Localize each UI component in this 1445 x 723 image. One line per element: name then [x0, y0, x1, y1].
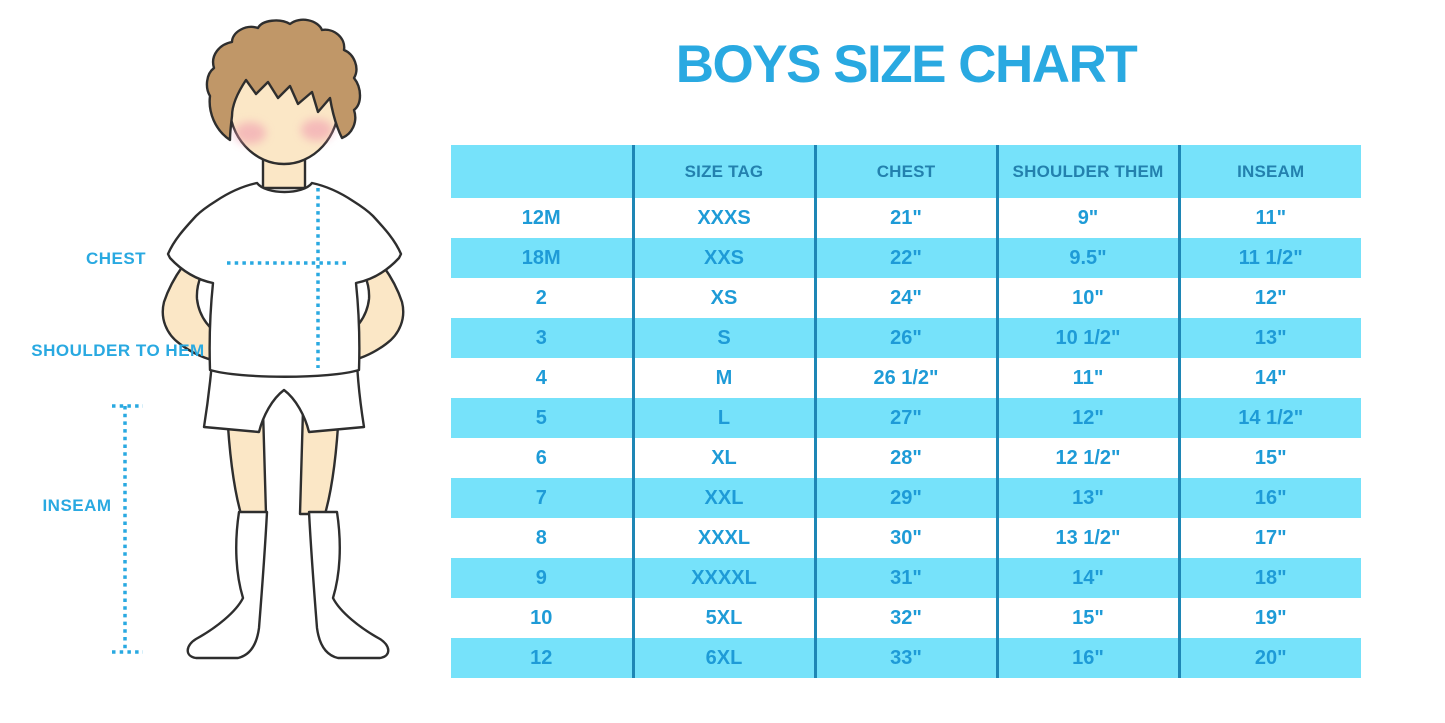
- column-header-inseam: INSEAM: [1177, 145, 1361, 198]
- table-cell-shoulder: 9": [995, 198, 1179, 238]
- table-cell-chest: 27": [813, 398, 997, 438]
- table-cell-tag: XXXXL: [631, 558, 815, 598]
- boy-right-leg: [298, 408, 341, 516]
- table-cell-inseam: 20": [1177, 638, 1361, 678]
- boy-blush-left: [234, 122, 266, 144]
- table-cell-chest: 24": [813, 278, 997, 318]
- table-cell-size: 12: [451, 638, 633, 678]
- table-cell-inseam: 15": [1177, 438, 1361, 478]
- table-cell-inseam: 18": [1177, 558, 1361, 598]
- table-row: 4 M 26 1/2" 11" 14": [451, 358, 1361, 398]
- table-row: 3 S 26" 10 1/2" 13": [451, 318, 1361, 358]
- column-header-size: [451, 145, 633, 198]
- table-row: 9 XXXXL 31" 14" 18": [451, 558, 1361, 598]
- table-cell-chest: 33": [813, 638, 997, 678]
- table-cell-shoulder: 12": [995, 398, 1179, 438]
- table-row: 12M XXXS 21" 9" 11": [451, 198, 1361, 238]
- table-cell-inseam: 19": [1177, 598, 1361, 638]
- table-cell-shoulder: 10 1/2": [995, 318, 1179, 358]
- table-cell-shoulder: 12 1/2": [995, 438, 1179, 478]
- inseam-label: INSEAM: [42, 496, 112, 515]
- table-cell-chest: 28": [813, 438, 997, 478]
- table-cell-tag: 6XL: [631, 638, 815, 678]
- table-cell-chest: 26 1/2": [813, 358, 997, 398]
- boy-hair: [205, 18, 362, 142]
- table-cell-tag: XXXL: [631, 518, 815, 558]
- table-cell-tag: S: [631, 318, 815, 358]
- table-cell-tag: 5XL: [631, 598, 815, 638]
- column-header-chest: CHEST: [813, 145, 997, 198]
- table-cell-shoulder: 14": [995, 558, 1179, 598]
- table-cell-inseam: 14": [1177, 358, 1361, 398]
- table-row: 5 L 27" 12" 14 1/2": [451, 398, 1361, 438]
- table-cell-size: 3: [451, 318, 633, 358]
- table-row: 12 6XL 33" 16" 20": [451, 638, 1361, 678]
- table-cell-inseam: 12": [1177, 278, 1361, 318]
- table-cell-shoulder: 10": [995, 278, 1179, 318]
- boy-right-sock: [307, 510, 390, 660]
- table-row: 7 XXL 29" 13" 16": [451, 478, 1361, 518]
- page-title: BOYS SIZE CHART: [675, 35, 1138, 94]
- table-cell-chest: 32": [813, 598, 997, 638]
- table-cell-tag: XXS: [631, 238, 815, 278]
- table-cell-chest: 31": [813, 558, 997, 598]
- table-cell-inseam: 11": [1177, 198, 1361, 238]
- table-cell-size: 12M: [521, 206, 561, 229]
- table-row: 6 XL 28" 12 1/2" 15": [451, 438, 1361, 478]
- table-cell-tag: XXL: [631, 478, 815, 518]
- boy-blush-right: [301, 119, 333, 141]
- table-cell-inseam: 13": [1177, 318, 1361, 358]
- table-cell-inseam: 11 1/2": [1177, 238, 1361, 278]
- table-cell-shoulder: 16": [995, 638, 1179, 678]
- table-cell-tag: XXXS: [631, 198, 815, 238]
- table-row: 8 XXXL 30" 13 1/2" 17": [451, 518, 1361, 558]
- table-cell-size: 2: [535, 286, 547, 309]
- table-cell-tag: L: [631, 398, 815, 438]
- table-cell-size: 6: [535, 446, 547, 469]
- table-cell-inseam: 16": [1177, 478, 1361, 518]
- table-cell-inseam: 17": [1177, 518, 1361, 558]
- table-cell-chest: 22": [813, 238, 997, 278]
- table-cell-tag: M: [631, 358, 815, 398]
- size-table-header-row: SIZE TAG CHEST SHOULDER THEM INSEAM: [451, 145, 1361, 198]
- table-cell-shoulder: 13 1/2": [995, 518, 1179, 558]
- table-row: 2 XS 24" 10" 12": [451, 278, 1361, 318]
- boy-figure-illustration: CHEST SHOULDER TO HEM INSEAM: [0, 0, 450, 723]
- table-cell-chest: 21": [813, 198, 997, 238]
- table-cell-size: 10: [530, 606, 553, 629]
- boy-left-sock: [186, 510, 269, 660]
- table-cell-inseam: 14 1/2": [1177, 398, 1361, 438]
- column-header-tag: SIZE TAG: [631, 145, 815, 198]
- table-cell-shoulder: 9.5": [995, 238, 1179, 278]
- table-cell-size: 9: [451, 558, 633, 598]
- table-cell-chest: 26": [813, 318, 997, 358]
- table-cell-size: 7: [451, 478, 633, 518]
- size-table: SIZE TAG CHEST SHOULDER THEM INSEAM 12M XXXS…: [451, 145, 1361, 678]
- boy-shorts: [202, 360, 366, 434]
- chest-label: CHEST: [85, 249, 147, 268]
- table-cell-chest: 29": [813, 478, 997, 518]
- table-cell-size: 5: [451, 398, 633, 438]
- table-cell-tag: XL: [631, 438, 815, 478]
- table-row: 18M XXS 22" 9.5" 11 1/2": [451, 238, 1361, 278]
- boy-figure-svg: [112, 18, 405, 660]
- table-cell-shoulder: 15": [995, 598, 1179, 638]
- table-row: 10 5XL 32" 15" 19": [451, 598, 1361, 638]
- size-table-body: 12M XXXS 21" 9" 11" 18M XXS 22" 9.5" 11 1/2" 2 XS 24…: [451, 198, 1361, 678]
- table-cell-size: 8: [535, 526, 547, 549]
- table-cell-size: 18M: [451, 238, 633, 278]
- shoulder-to-hem-label: SHOULDER TO HEM: [31, 341, 205, 360]
- table-cell-shoulder: 11": [995, 358, 1179, 398]
- size-table-head: SIZE TAG CHEST SHOULDER THEM INSEAM: [451, 145, 1361, 198]
- table-cell-chest: 30": [813, 518, 997, 558]
- boy-tshirt: [166, 181, 403, 378]
- table-cell-shoulder: 13": [995, 478, 1179, 518]
- column-header-shoulder: SHOULDER THEM: [995, 145, 1179, 198]
- table-cell-tag: XS: [631, 278, 815, 318]
- table-cell-size: 4: [535, 366, 547, 389]
